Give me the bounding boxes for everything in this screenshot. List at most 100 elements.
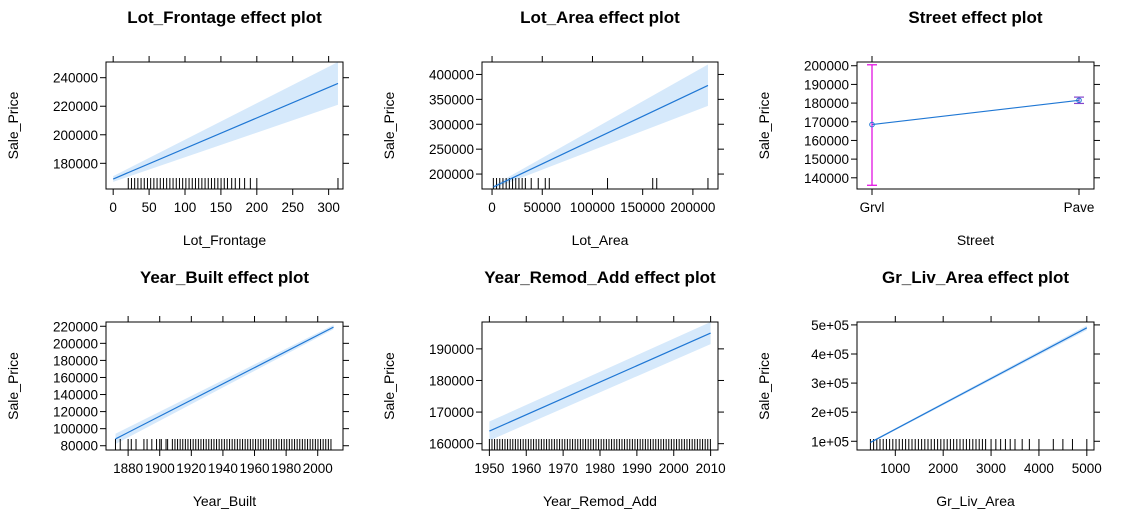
y-tick-label: 1e+05 [811,434,849,449]
confidence-band [115,324,334,445]
x-tick-label: 150 [210,200,233,215]
x-axis-label: Street [957,232,994,248]
x-tick-label: 2000 [659,461,689,476]
x-tick-label: 1000 [880,461,910,476]
fitted-effect-line [489,332,711,432]
x-axis-label: Lot_Frontage [183,232,266,248]
x-tick-label: 150000 [620,200,665,215]
y-axis-label: Sale_Price [5,352,21,420]
y-axis-label: Sale_Price [756,91,772,159]
x-tick-label: 1920 [176,461,206,476]
effect-plot-panel-5: 1950 1960 1970 1980 1990 2000 2010 160000 170000… [381,268,726,509]
chart-title: Lot_Frontage effect plot [127,8,322,27]
x-tick-label: 1990 [622,461,652,476]
fitted-effect-line [493,84,709,188]
y-tick-label: 4e+05 [811,347,849,362]
y-tick-label: 250000 [429,142,474,157]
x-tick-label: 4000 [1024,461,1054,476]
y-tick-label: 400000 [429,67,474,82]
x-tick-label: 1880 [113,461,143,476]
y-tick-label: 200000 [804,59,849,74]
x-axis-label: Year_Remod_Add [543,493,657,509]
x-tick-label: 50 [142,200,157,215]
y-tick-label: 200000 [53,336,98,351]
panel-contents [112,62,339,189]
panel-contents [869,325,1088,450]
x-tick-label: 300 [317,200,340,215]
y-tick-label: 140000 [804,171,849,186]
x-tick-label: 250 [281,200,304,215]
x-tick-label: 1960 [511,461,541,476]
confidence-band [489,322,711,441]
fitted-effect-line [112,82,339,180]
plot-frame [856,61,1095,190]
x-tick-label: 200000 [670,200,715,215]
x-tick-label: 0 [109,200,117,215]
effect-plot-panel-2: 0 50000 100000 150000 200000 200000 250000 3000… [381,8,724,248]
y-tick-label: 190000 [429,342,474,357]
x-tick-label: 1980 [585,461,615,476]
effect-plot-panel-4: 1880 1900 1920 1940 1960 1980 2000 80000 100000 1… [5,268,349,509]
x-tick-label: 1950 [474,461,504,476]
x-tick-label: 50000 [523,200,561,215]
chart-title: Gr_Liv_Area effect plot [882,268,1069,287]
chart-title: Year_Remod_Add effect plot [484,268,716,287]
y-tick-label: 160000 [804,133,849,148]
effect-plot-panel-3: Grvl Pave 140000 150000 160000 170000 180000 19… [756,8,1100,248]
x-tick-label: 100000 [570,200,615,215]
effect-point-pave [1076,97,1082,104]
fitted-effect-line [115,326,334,440]
y-tick-label: 150000 [804,152,849,167]
y-tick-label: 170000 [429,405,474,420]
y-tick-label: 170000 [804,115,849,130]
x-tick-label: 1960 [239,461,269,476]
x-axis-label: Lot_Area [572,232,629,248]
x-tick-label: 100 [174,200,197,215]
confidence-band [113,62,338,182]
y-axis-label: Sale_Price [381,352,397,420]
chart-title: Lot_Area effect plot [520,8,680,27]
fitted-effect-line [870,327,1088,443]
effect-plot-panel-1: 0 50 100 150 200 250 300 180000 200000 220000 2400… [5,8,349,248]
y-tick-label: 120000 [53,405,98,420]
y-axis-label: Sale_Price [756,352,772,420]
y-tick-label: 190000 [804,77,849,92]
x-axis-label: Gr_Liv_Area [936,493,1015,509]
x-tick-label: 2010 [696,461,726,476]
x-tick-label: 2000 [303,461,333,476]
y-tick-label: 2e+05 [811,405,849,420]
y-tick-label: 300000 [429,117,474,132]
effect-connector-line [871,99,1080,126]
y-tick-label: 180000 [804,96,849,111]
y-tick-label: 220000 [53,99,98,114]
y-axis-label: Sale_Price [5,91,21,159]
y-tick-label: 5e+05 [811,318,849,333]
chart-title: Street effect plot [908,8,1042,27]
y-tick-label: 180000 [53,353,98,368]
y-tick-label: 240000 [53,71,98,86]
panel-contents [492,64,709,189]
plot-frame [105,61,344,190]
effect-plot-panel-6: 1000 2000 3000 4000 5000 1e+05 2e+05 3e+05 4e+05… [756,268,1102,509]
x-tick-label: 3000 [976,461,1006,476]
x-tick-label: Grvl [860,200,885,215]
x-tick-label: 1900 [145,461,175,476]
panel-contents [114,324,334,450]
x-tick-label: 5000 [1072,461,1102,476]
effect-point-grvl [869,121,875,128]
x-tick-label: 1970 [548,461,578,476]
y-tick-label: 3e+05 [811,376,849,391]
y-axis-label: Sale_Price [381,91,397,159]
x-tick-label: 1940 [208,461,238,476]
y-tick-label: 80000 [60,439,98,454]
x-tick-label: Pave [1064,200,1095,215]
y-tick-label: 160000 [429,437,474,452]
x-tick-label: 0 [488,200,496,215]
y-tick-label: 200000 [53,128,98,143]
x-tick-label: 1980 [271,461,301,476]
y-tick-label: 100000 [53,422,98,437]
panel-contents [871,99,1080,126]
plot-frame [105,321,344,451]
y-tick-label: 140000 [53,388,98,403]
